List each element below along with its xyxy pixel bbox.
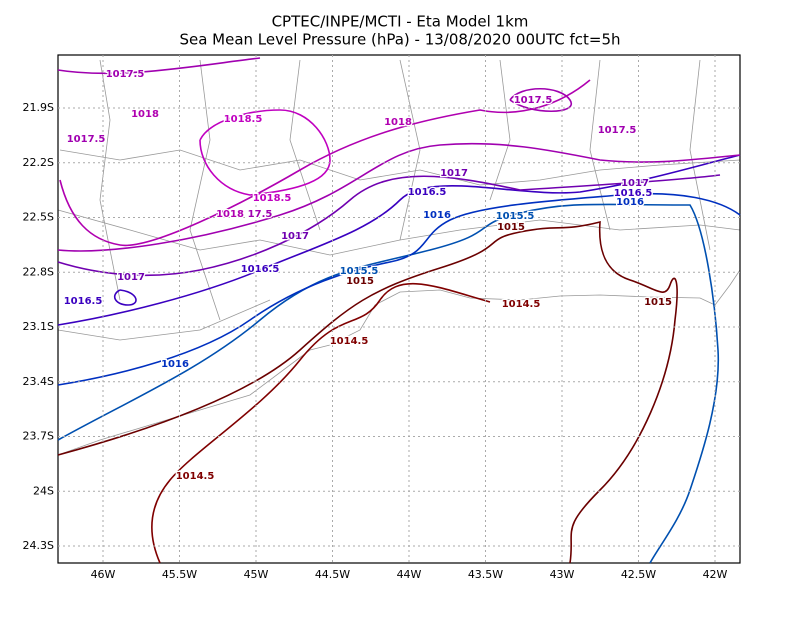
boundaries [57,59,741,456]
contour-label: 1015 [644,297,672,308]
contour-label: 1014.5 [330,336,369,347]
contour-label: 1018.5 [253,193,292,204]
lon-label: 45.5W [162,568,197,581]
lon-label: 45W [244,568,269,581]
lat-label: 23.4S [23,375,54,388]
contour-label: 1015 [497,222,525,233]
contour-label: 1016.5 [241,264,280,275]
contour-label: 1014.5 [176,471,215,482]
subtitle: Sea Mean Level Pressure (hPa) - 13/08/20… [179,31,620,49]
contour-label: 1016.5 [408,187,447,198]
lon-label: 42.5W [621,568,656,581]
grid: 21.9S 22.2S 22.5S 22.8S 23.1S 23.4S 23.7S 24S 24… [23,55,740,581]
lon-label: 43.5W [468,568,503,581]
frame [57,54,741,564]
contour-label: 1014.5 [502,299,541,310]
lon-label: 42W [703,568,728,581]
contour-label: 1017 [117,272,145,283]
contour-label: 1017 [621,178,649,189]
lat-label: 21.9S [23,101,54,114]
contour-label: 1017 [440,168,468,179]
contour-label: 1018.5 [224,114,263,125]
contour-label: 17.5 [248,209,273,220]
contour-label: 1017.5 [514,95,553,106]
lat-label: 23.7S [23,430,54,443]
contour-label: 1015.5 [340,266,379,277]
contour-label: 1017.5 [598,125,637,136]
lon-label: 43W [550,568,575,581]
lon-label: 44W [397,568,422,581]
title: CPTEC/INPE/MCTI - Eta Model 1km [272,13,529,31]
lat-label: 24.3S [23,539,54,552]
contour-label: 1015.5 [496,211,535,222]
contour-label: 1018 [384,117,412,128]
contour-label: 1017.5 [67,134,106,145]
contour-label: 1017.5 [106,69,145,80]
labels: 1017.5 1018 1018.5 1018 1017.5 1017.5 1017.5 10… [62,68,673,484]
lat-label: 22.8S [23,265,54,278]
lat-label: 22.2S [23,156,54,169]
lat-label: 22.5S [23,211,54,224]
contours [57,57,741,564]
contour-label: 1018 [131,109,159,120]
lat-label: 23.1S [23,320,54,333]
lon-label: 46W [91,568,116,581]
contour-label: 1017 [281,231,309,242]
contour-label: 1018 [216,209,244,220]
contour-label: 1015 [346,276,374,287]
lon-label: 44.5W [315,568,350,581]
contour-label: 1016 [423,210,451,221]
contour-label: 1016.5 [614,188,653,199]
contour-label: 1016 [616,197,644,208]
contour-label: 1016 [161,359,189,370]
contour-label: 1016.5 [64,296,103,307]
lat-label: 24S [33,484,54,497]
